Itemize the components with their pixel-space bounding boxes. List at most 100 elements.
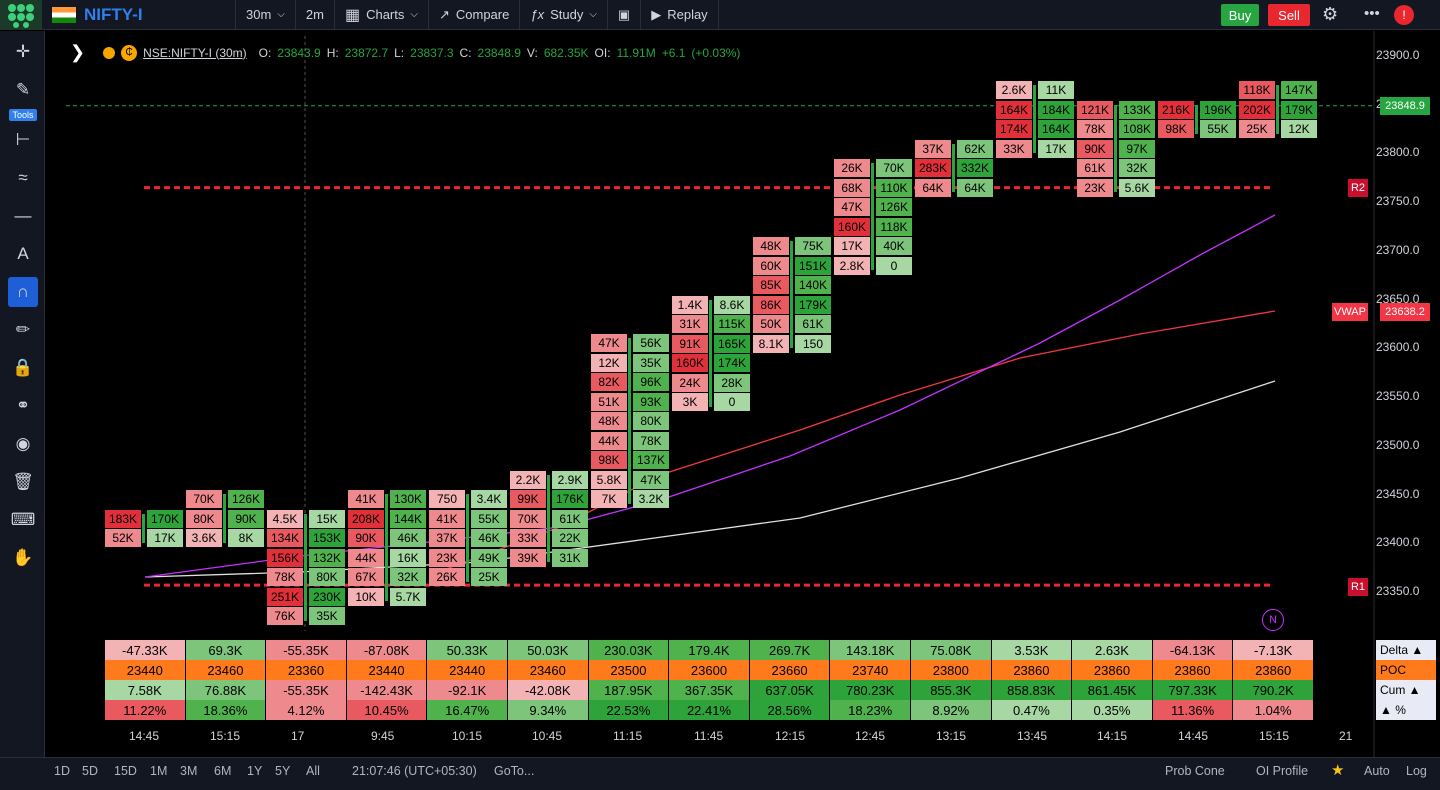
stats-cell-pct: 18.36%	[185, 700, 266, 720]
footprint-cell: 750	[429, 490, 465, 509]
footprint-cell: 7K	[591, 490, 627, 509]
footprint-cell: 126K	[876, 198, 912, 217]
app-logo[interactable]	[0, 0, 42, 30]
stats-cell-pct: 11.22%	[105, 700, 185, 720]
clock-display: 21:07:46 (UTC+05:30)	[352, 764, 477, 778]
alert-icon[interactable]: !	[1394, 5, 1414, 25]
prob-cone-button[interactable]: Prob Cone	[1165, 764, 1225, 778]
brush-icon[interactable]: ✏	[15, 320, 31, 339]
oi-profile-button[interactable]: OI Profile	[1256, 764, 1309, 778]
footprint-cell: 11K	[1038, 81, 1074, 100]
footprint-cell: 61K	[1077, 159, 1113, 178]
measure-icon[interactable]: ⊢	[15, 130, 31, 149]
pencil-icon[interactable]: ✎	[15, 80, 31, 99]
footprint-cell: 46K	[471, 529, 507, 548]
text-tool-icon[interactable]: A	[17, 244, 29, 263]
footprint-cell: 90K	[228, 509, 264, 528]
stats-cell-cum: 637.05K	[749, 680, 830, 700]
stats-cell-delta: -55.35K	[266, 640, 346, 660]
eye-icon[interactable]: ◉	[15, 434, 31, 453]
interval-selector[interactable]: 30m ⌵	[236, 0, 296, 30]
range-button-5y[interactable]: 5Y	[275, 764, 291, 778]
stats-cell-delta: 75.08K	[911, 640, 991, 660]
log-scale-button[interactable]: Log	[1406, 764, 1427, 778]
range-button-5d[interactable]: 5D	[82, 764, 98, 778]
footprint-cell: 108K	[1119, 120, 1155, 139]
footprint-cell: 32K	[390, 568, 426, 587]
candle-body	[871, 163, 874, 271]
range-button-1d[interactable]: 1D	[54, 764, 70, 778]
stats-cell-poc: 23500	[588, 660, 669, 680]
footprint-cell: 46K	[390, 529, 426, 548]
crosshair-icon[interactable]: ✛	[15, 42, 31, 61]
ruler-icon[interactable]: ⌨	[10, 510, 36, 529]
auto-scale-button[interactable]: Auto	[1364, 764, 1390, 778]
sub-interval-button[interactable]: 2m	[296, 0, 335, 30]
stats-cell-pct: 8.92%	[911, 700, 991, 720]
footprint-cell: 283K	[915, 159, 951, 178]
chevron-right-icon[interactable]: ❯	[70, 42, 86, 62]
pattern-icon[interactable]: ≈	[18, 168, 28, 187]
stats-cell-pct: 1.04%	[1233, 700, 1313, 720]
legend-open: 23843.9	[277, 45, 321, 60]
sell-button[interactable]: Sell	[1268, 4, 1310, 26]
stats-cell-delta: 2.63K	[1072, 640, 1152, 660]
footprint-cell: 98K	[591, 451, 627, 470]
price-tick-label: 23650.0	[1376, 291, 1420, 306]
stats-cell-delta: 179.4K	[669, 640, 749, 660]
footprint-cell: 47K	[633, 470, 669, 489]
more-icon[interactable]: •••	[1364, 5, 1380, 22]
footprint-cell: 70K	[510, 509, 546, 528]
bottom-toolbar: Prob Cone OI Profile ★ Auto Log 21:07:46…	[0, 757, 1440, 790]
symbol-selector[interactable]: NIFTY-I	[42, 0, 236, 30]
stats-cell-pct: 9.34%	[508, 700, 588, 720]
footprint-cell: 17K	[147, 529, 183, 548]
stats-cell-pct: 0.35%	[1072, 700, 1152, 720]
time-tick-label: 12:45	[855, 729, 886, 743]
star-icon[interactable]: ★	[1331, 762, 1345, 779]
replay-button[interactable]: ▶ Replay	[641, 0, 719, 30]
interval-label: 30m	[246, 7, 272, 22]
buy-button[interactable]: Buy	[1221, 4, 1259, 26]
link-icon[interactable]: ⚭	[15, 396, 31, 415]
range-button-1y[interactable]: 1Y	[247, 764, 263, 778]
magnet-icon[interactable]: ∩	[8, 277, 38, 307]
stats-cell-pct: 16.47%	[427, 700, 507, 720]
range-button-6m[interactable]: 6M	[214, 764, 232, 778]
trash-icon[interactable]: 🗑	[12, 472, 34, 491]
settings-icon[interactable]: ⚙	[1322, 4, 1339, 24]
footprint-cell: 35K	[309, 607, 345, 626]
instagram-button[interactable]: ▣	[608, 0, 642, 30]
lock-icon[interactable]: 🔒	[12, 358, 34, 377]
footprint-cell: 80K	[186, 509, 222, 528]
legend-oi-label: OI:	[594, 45, 611, 60]
footprint-cell: 5.7K	[390, 587, 426, 606]
footprint-cell: 28K	[714, 373, 750, 392]
footprint-cell: 179K	[795, 295, 831, 314]
range-button-15d[interactable]: 15D	[114, 764, 137, 778]
candle-body	[1195, 104, 1198, 134]
footprint-cell: 64K	[915, 178, 951, 197]
charts-menu[interactable]: ▦ Charts ⌵	[335, 0, 429, 30]
goto-button[interactable]: GoTo...	[494, 764, 535, 778]
footprint-cell: 37K	[429, 529, 465, 548]
range-button-3m[interactable]: 3M	[180, 764, 198, 778]
legend-l-label: L:	[394, 45, 405, 60]
line-tool-icon[interactable]: —	[14, 206, 32, 225]
news-marker-icon[interactable]: N	[1262, 609, 1284, 631]
stats-cell-cum: 858.83K	[991, 680, 1072, 700]
footprint-cell: 153K	[309, 529, 345, 548]
study-menu[interactable]: ƒx Study ⌵	[520, 0, 608, 30]
footprint-cell: 17K	[1038, 139, 1074, 158]
range-button-all[interactable]: All	[306, 764, 320, 778]
footprint-cell: 25K	[471, 568, 507, 587]
footprint-cell: 132K	[309, 548, 345, 567]
compare-button[interactable]: ↗ Compare	[429, 0, 521, 30]
range-button-1m[interactable]: 1M	[150, 764, 168, 778]
legend-title[interactable]: NSE:NIFTY-I (30m)	[143, 45, 247, 60]
footprint-cell: 174K	[714, 354, 750, 372]
tools-label: Tools	[9, 109, 37, 121]
hand-icon[interactable]: ✋	[12, 548, 34, 567]
footprint-cell: 82K	[591, 373, 627, 392]
stats-cell-delta: 69.3K	[185, 640, 266, 660]
